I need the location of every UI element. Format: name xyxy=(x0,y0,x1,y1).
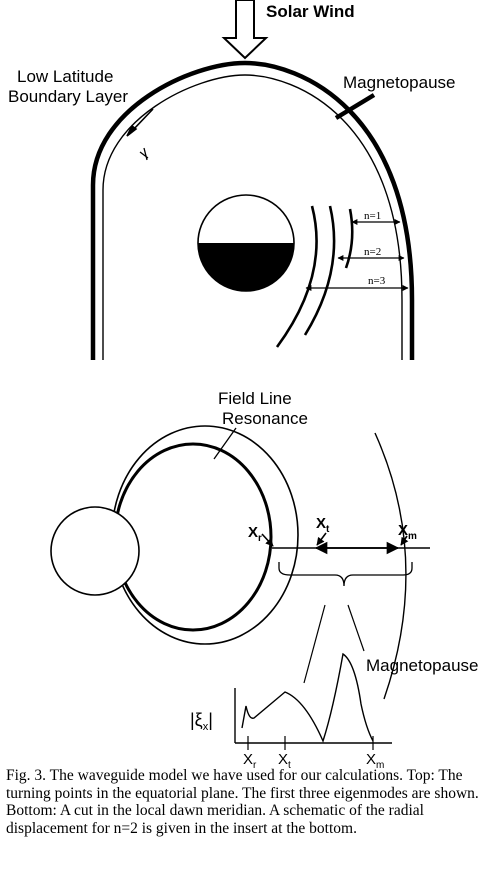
xr-label: Xr xyxy=(248,524,262,544)
earth-top xyxy=(197,194,295,292)
insert-label-xm: Xm xyxy=(366,751,384,771)
mode-label-n1: n=1 xyxy=(364,210,381,222)
llbl-width-mark xyxy=(139,147,149,161)
llbl-pointer-arrow xyxy=(126,108,154,137)
insert-connector-right xyxy=(347,604,365,652)
top-panel: Solar Wind Low Latitude Boundary Layer M… xyxy=(8,0,455,360)
flr-label-line2: Resonance xyxy=(222,409,308,428)
mode-label-n3: n=3 xyxy=(368,275,386,287)
boundary-layer-inner-edge xyxy=(102,74,403,360)
solar-wind-arrow xyxy=(221,0,269,60)
mode-label-n2: n=2 xyxy=(364,246,381,258)
insert-label-xt: Xt xyxy=(278,751,291,771)
insert-label-xr: Xr xyxy=(243,751,257,771)
bottom-panel: Field Line Resonance Xr Xt Xm Magnetopau… xyxy=(50,389,478,771)
solar-wind-label: Solar Wind xyxy=(266,2,355,21)
magnetopause-arc-bottom xyxy=(374,432,407,700)
magnetopause-pointer-top xyxy=(334,93,376,120)
xt-label: Xt xyxy=(316,515,330,535)
xm-pointer xyxy=(400,535,409,546)
displacement-insert: Xr Xt Xm |ξx| xyxy=(190,652,392,771)
insert-connector-left xyxy=(303,604,326,684)
insert-ylabel: |ξx| xyxy=(190,710,213,733)
magnetopause-label-top: Magnetopause xyxy=(343,73,455,92)
insert-brace xyxy=(278,562,413,587)
displacement-curve xyxy=(241,652,374,743)
magnetopause-label-bottom: Magnetopause xyxy=(366,656,478,675)
turning-arc-n2 xyxy=(303,205,336,336)
xr-pointer xyxy=(261,533,274,547)
xm-label: Xm xyxy=(398,522,417,542)
llbl-label-line2: Boundary Layer xyxy=(8,87,128,106)
xt-pointer xyxy=(316,532,327,546)
earth-bottom xyxy=(50,506,140,596)
figure-caption: Fig. 3. The waveguide model we have used… xyxy=(6,767,479,837)
magnetopause-boundary xyxy=(90,60,415,360)
turning-arc-n3 xyxy=(275,205,318,348)
flr-pointer xyxy=(213,427,237,460)
llbl-label-line1: Low Latitude xyxy=(17,67,113,86)
flr-label-line1: Field Line xyxy=(218,389,292,408)
turning-arc-n1 xyxy=(344,208,354,269)
